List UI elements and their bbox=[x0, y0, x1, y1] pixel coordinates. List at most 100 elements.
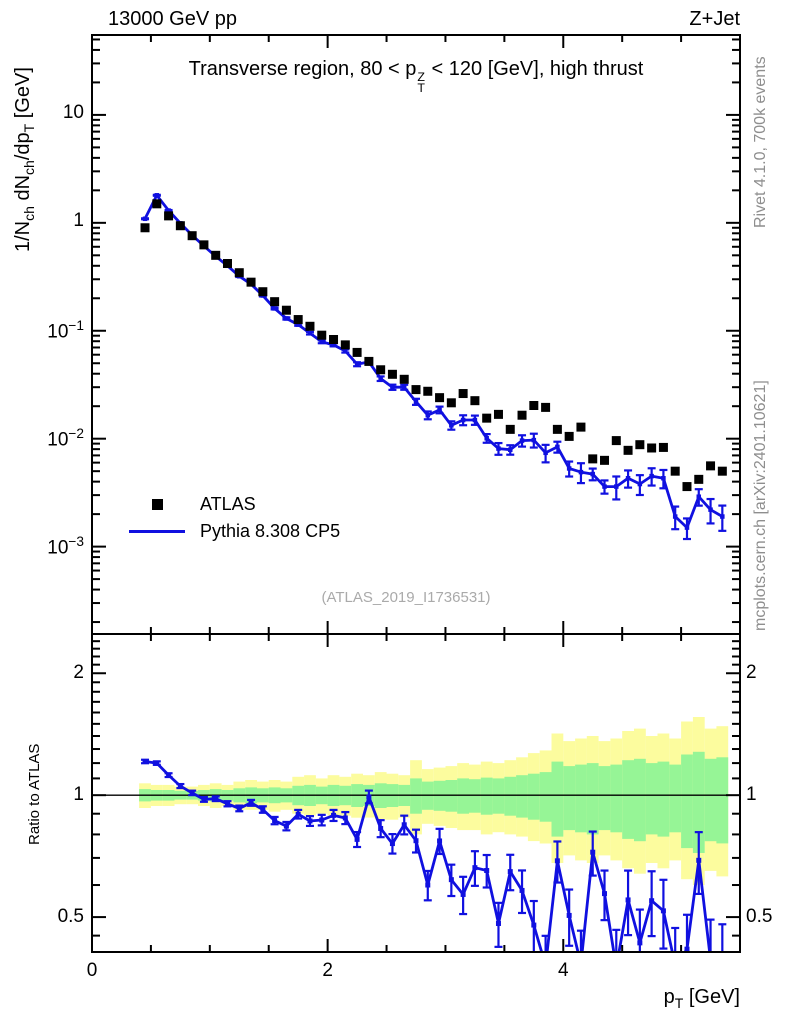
atlas-data-point bbox=[175, 221, 185, 231]
data-point-marker bbox=[661, 475, 666, 481]
atlas-data-point bbox=[364, 356, 374, 366]
atlas-data-point bbox=[552, 424, 562, 434]
data-point-marker bbox=[272, 306, 277, 311]
atlas-data-point bbox=[482, 413, 492, 423]
band-green bbox=[598, 766, 611, 831]
data-point-marker bbox=[319, 339, 324, 345]
data-point-marker bbox=[460, 417, 466, 423]
y-main-tick-label: 10−3 bbox=[47, 533, 84, 558]
data-point-marker bbox=[166, 208, 171, 213]
data-point-marker bbox=[578, 962, 583, 967]
atlas-data-point bbox=[458, 389, 468, 399]
data-point-marker bbox=[319, 817, 325, 823]
data-point-marker bbox=[437, 407, 442, 413]
band-green bbox=[563, 766, 576, 831]
atlas-data-point bbox=[352, 347, 362, 357]
data-point-marker bbox=[495, 920, 501, 926]
data-point-marker bbox=[614, 484, 619, 489]
legend: ATLAS Pythia 8.308 CP5 bbox=[126, 491, 340, 545]
data-point-marker bbox=[236, 805, 242, 811]
atlas-data-point bbox=[187, 231, 197, 241]
atlas-data-point bbox=[588, 454, 598, 464]
data-point-marker bbox=[378, 376, 383, 381]
data-point-marker bbox=[413, 838, 419, 844]
y-ratio-tick-label-right: 1 bbox=[746, 784, 757, 806]
data-point-marker bbox=[590, 849, 596, 855]
band-green bbox=[539, 772, 552, 822]
panel-title-text-suffix: < 120 [GeV], high thrust bbox=[425, 58, 644, 80]
beam-energy-label: 13000 GeV pp bbox=[108, 8, 237, 30]
band-green bbox=[527, 773, 540, 820]
data-point-marker bbox=[543, 450, 548, 456]
data-point-marker bbox=[649, 473, 654, 479]
data-point-marker bbox=[378, 825, 384, 831]
data-point-marker bbox=[142, 758, 148, 764]
band-green bbox=[492, 778, 505, 814]
data-point-marker bbox=[154, 760, 160, 766]
data-point-marker bbox=[637, 481, 643, 487]
atlas-data-point bbox=[682, 482, 692, 492]
atlas-data-point bbox=[435, 393, 445, 403]
data-point-marker bbox=[390, 384, 395, 390]
data-point-marker bbox=[472, 865, 478, 871]
data-point-marker bbox=[555, 444, 560, 450]
atlas-data-point bbox=[670, 466, 680, 476]
data-point-marker bbox=[673, 963, 678, 968]
atlas-data-point bbox=[199, 240, 209, 250]
band-green bbox=[704, 758, 717, 842]
atlas-data-point bbox=[647, 443, 657, 453]
data-point-marker bbox=[142, 216, 148, 222]
data-point-marker bbox=[331, 342, 336, 348]
data-point-marker bbox=[696, 494, 702, 499]
band-green bbox=[669, 764, 682, 833]
atlas-data-point bbox=[658, 442, 668, 452]
atlas-data-point bbox=[411, 385, 421, 395]
data-point-marker bbox=[331, 812, 337, 818]
atlas-data-point bbox=[305, 321, 315, 331]
data-point-marker bbox=[283, 823, 289, 829]
band-green bbox=[657, 761, 670, 837]
panel-title-text: Transverse region, 80 < p bbox=[188, 58, 417, 80]
data-point-marker bbox=[307, 330, 313, 336]
data-point-marker bbox=[272, 818, 278, 824]
atlas-data-point bbox=[717, 466, 727, 476]
process-label: Z+Jet bbox=[689, 8, 740, 30]
data-point-marker bbox=[625, 897, 631, 903]
data-point-marker bbox=[684, 946, 690, 951]
y-main-tick-label: 10 bbox=[62, 101, 84, 123]
band-green bbox=[716, 757, 729, 844]
data-point-marker bbox=[248, 800, 254, 806]
band-green bbox=[610, 764, 623, 833]
data-point-marker bbox=[177, 783, 183, 789]
x-tick-label: 4 bbox=[557, 960, 569, 981]
atlas-data-point bbox=[329, 334, 339, 344]
data-point-marker bbox=[660, 908, 666, 914]
data-point-marker bbox=[507, 869, 513, 875]
data-point-marker bbox=[472, 417, 478, 423]
data-point-marker bbox=[590, 471, 595, 477]
atlas-data-point bbox=[611, 436, 621, 446]
axes-frames-and-ticks bbox=[91, 34, 741, 953]
band-green bbox=[551, 761, 564, 837]
atlas-data-point bbox=[246, 277, 256, 287]
legend-label-atlas: ATLAS bbox=[200, 494, 256, 514]
data-point-marker bbox=[602, 484, 607, 489]
data-point-marker bbox=[166, 772, 172, 778]
y-main-tick-label: 10−1 bbox=[47, 317, 84, 343]
atlas-data-point bbox=[493, 409, 503, 419]
data-point-marker bbox=[413, 399, 419, 404]
data-point-marker bbox=[449, 423, 454, 428]
band-green bbox=[586, 763, 599, 835]
data-point-marker bbox=[389, 841, 395, 847]
atlas-data-point bbox=[317, 330, 327, 340]
data-point-marker bbox=[213, 796, 219, 802]
y-ratio-tick-label-left: 2 bbox=[73, 662, 84, 684]
data-point-marker bbox=[566, 466, 572, 471]
data-point-marker bbox=[708, 957, 713, 962]
x-axis-title: pT [GeV] bbox=[663, 986, 740, 1011]
data-point-marker bbox=[295, 322, 301, 327]
data-point-marker bbox=[519, 887, 525, 893]
